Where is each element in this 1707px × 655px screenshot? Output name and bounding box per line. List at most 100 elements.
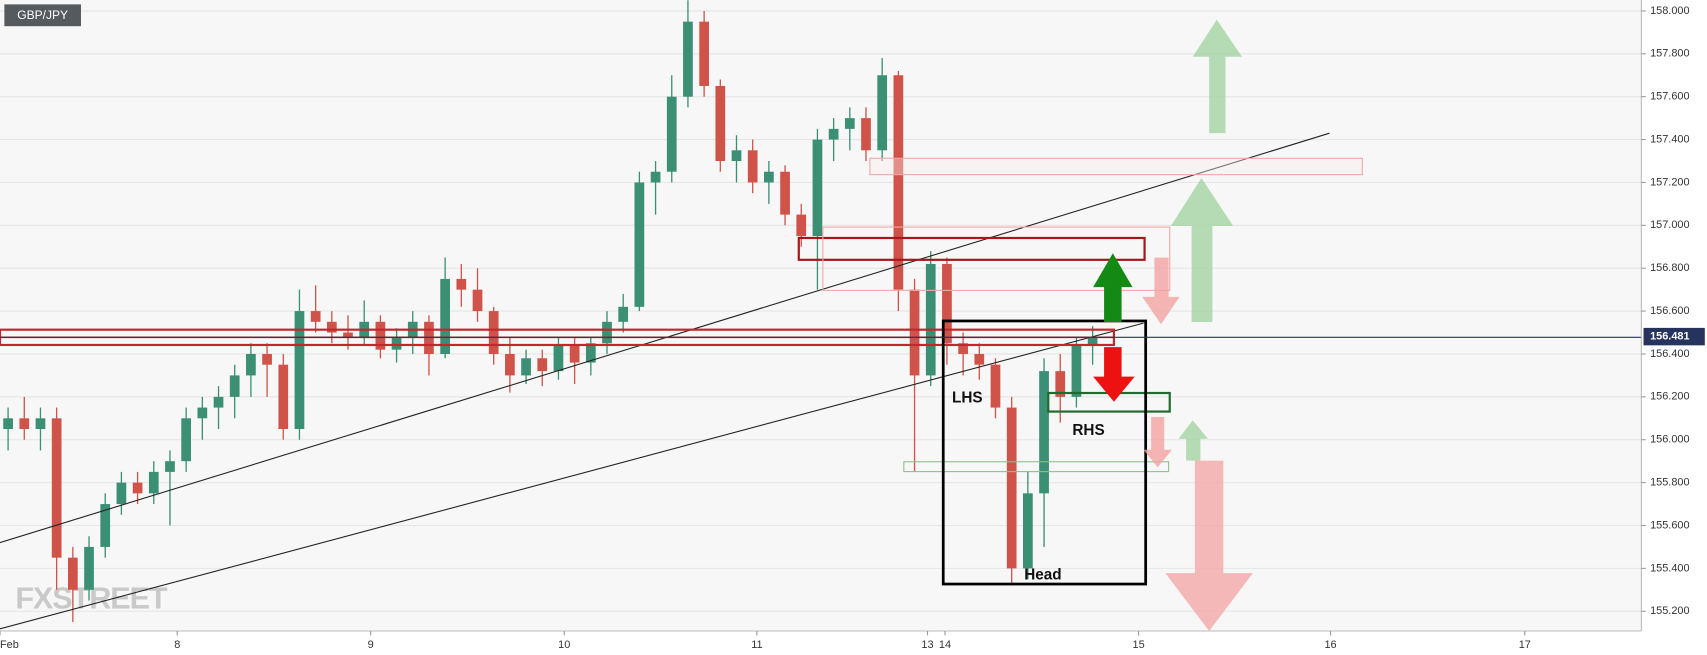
chart-title: GBP/JPY [17, 8, 68, 22]
candle-body [747, 150, 758, 183]
candle-body [229, 375, 240, 397]
y-tick-label: 156.800 [1650, 262, 1689, 274]
candle-body [278, 364, 289, 430]
pattern-box [941, 319, 1148, 586]
candle-body [456, 278, 467, 290]
candle-body [19, 418, 30, 430]
candle-body [683, 21, 693, 97]
x-tick-label: 13 [921, 639, 933, 651]
arrow-down [1143, 417, 1172, 468]
candle-body [148, 471, 159, 494]
candle-body [618, 306, 629, 322]
x-tick-label: 9 [368, 639, 374, 651]
y-tick-label: 157.600 [1650, 91, 1689, 103]
candle-body [51, 418, 62, 558]
price-axis [1641, 0, 1707, 655]
candle-body [569, 345, 580, 363]
arrow-up [1192, 19, 1242, 134]
candle-body [585, 343, 596, 363]
arrow-down [1165, 460, 1253, 631]
candle-body [844, 118, 855, 129]
y-tick-label: 156.000 [1650, 434, 1689, 446]
symbol-box [4, 4, 81, 27]
drawings [0, 19, 1642, 631]
candle-body [974, 353, 985, 365]
arrow-up [1170, 177, 1234, 323]
y-tick-label: 157.800 [1650, 48, 1689, 60]
candle-body [181, 418, 192, 462]
candle-body [634, 182, 645, 307]
y-tick-label: 156.600 [1650, 305, 1689, 317]
candle-body [877, 75, 888, 151]
trend-line [0, 322, 1144, 630]
candle-body [1055, 371, 1066, 397]
y-tick-label: 155.600 [1650, 519, 1689, 531]
candle-body [262, 353, 272, 365]
candle-body [764, 171, 774, 183]
candle-body [602, 321, 612, 344]
zone [869, 157, 1363, 176]
time-axis [0, 630, 1642, 655]
candle-body [343, 332, 353, 337]
y-tick-label: 155.200 [1650, 605, 1689, 617]
arrow-down [1093, 347, 1135, 402]
candle-body [650, 171, 661, 183]
resistance-zone [797, 236, 1146, 261]
arrow-up [1178, 420, 1209, 461]
x-tick-label: 14 [939, 639, 951, 651]
candle-body [246, 353, 256, 376]
candle-body [1087, 336, 1098, 346]
candle-body [731, 150, 742, 162]
x-tick-label: 17 [1519, 639, 1531, 651]
candle-body [132, 482, 143, 494]
candle-body [958, 343, 968, 354]
candle-body [942, 263, 952, 344]
y-tick-label: 158.000 [1650, 5, 1689, 17]
candle-body [294, 311, 305, 430]
candle-body [1071, 345, 1082, 397]
y-tick-label: 157.200 [1650, 176, 1689, 188]
plot-area [0, 0, 1641, 631]
y-tick-label: 156.200 [1650, 391, 1689, 403]
candle-body [1039, 371, 1049, 494]
candle-body [488, 311, 499, 354]
annotation: Head [1024, 566, 1061, 583]
candle-body [505, 353, 515, 376]
candle-body [666, 96, 677, 172]
x-tick-label: 11 [751, 639, 762, 651]
candle-body [67, 557, 78, 590]
y-tick-label: 157.000 [1650, 219, 1689, 231]
y-tick-label: 156.400 [1650, 348, 1689, 360]
candle-body [197, 407, 208, 419]
candle-body [925, 263, 936, 376]
support-zone [903, 461, 1170, 473]
y-tick-label: 157.400 [1650, 133, 1689, 145]
candle-body [861, 118, 871, 151]
x-tick-label: 10 [558, 639, 570, 651]
last-price-label: 156.481 [1650, 331, 1689, 343]
y-tick-label: 155.800 [1650, 477, 1689, 489]
candle-body [310, 311, 321, 322]
candle-body [440, 278, 450, 354]
candle-body [375, 321, 386, 350]
candle-body [472, 289, 483, 312]
candle-body [84, 546, 94, 590]
candle-body [1023, 493, 1033, 569]
candle-body [116, 482, 127, 505]
last-price-box [1643, 327, 1705, 346]
x-tick-label: 8 [174, 639, 180, 651]
x-tick-label: 16 [1324, 639, 1336, 651]
candle-body [3, 418, 13, 430]
candle-body [715, 85, 726, 162]
candle-body [165, 461, 175, 472]
candle-body [828, 128, 839, 140]
candle-body [326, 321, 337, 333]
candle-body [780, 171, 790, 215]
candle-body [521, 358, 531, 376]
x-tick-label: 15 [1133, 639, 1145, 651]
arrow-up [1093, 253, 1133, 323]
y-tick-label: 155.400 [1650, 562, 1689, 574]
candle-body [537, 358, 548, 372]
candle-body [909, 289, 920, 376]
